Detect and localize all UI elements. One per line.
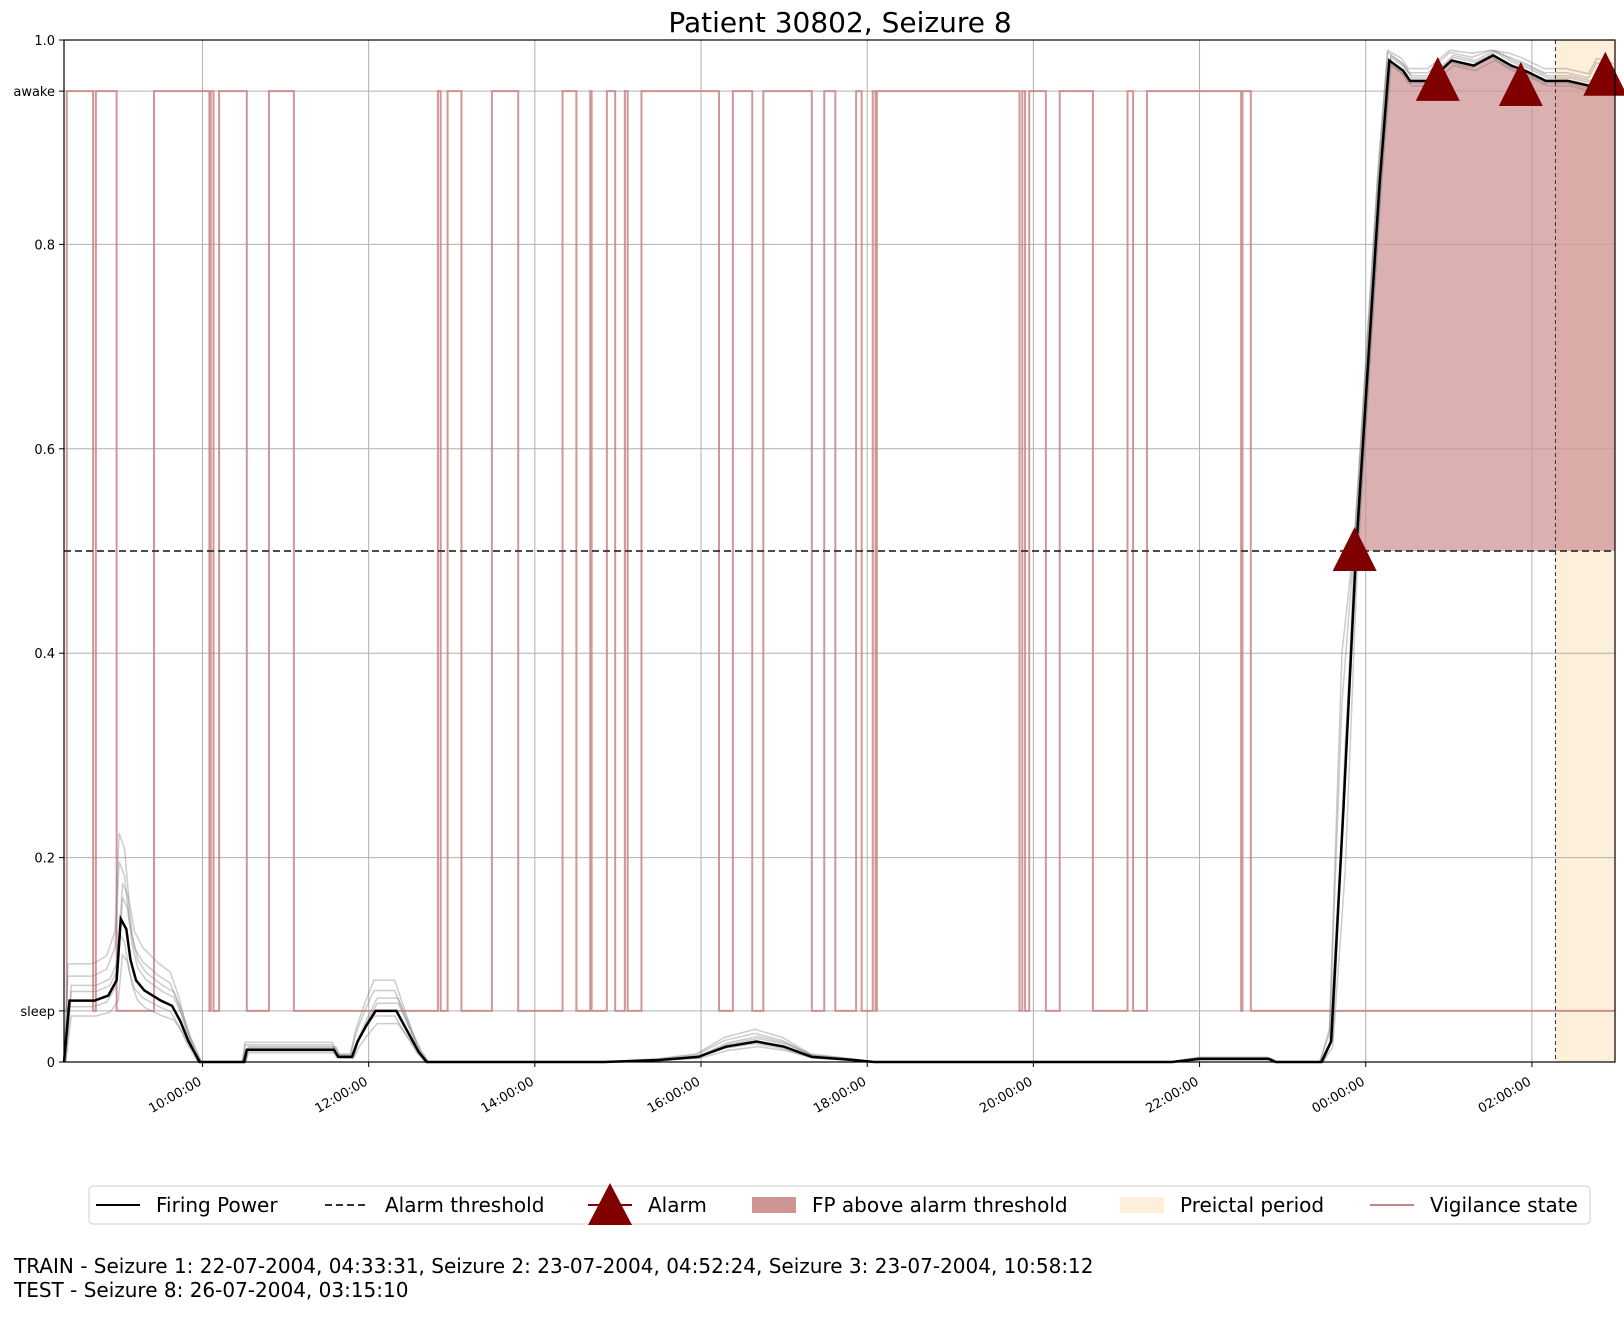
alarm-marker (1583, 51, 1624, 96)
firing-power-chart: Patient 30802, Seizure 8 0 sleep 0.2 0.4 0.6… (13, 6, 1624, 1225)
chart-title: Patient 30802, Seizure 8 (668, 6, 1011, 39)
alarm-marker (1498, 61, 1543, 106)
x-axis-ticks: 10:00:00 12:00:00 14:00:00 16:00:00 18:00:00… (146, 1062, 1534, 1117)
vigilance-state-series (64, 90, 1615, 1012)
legend-fp-above-threshold-label: FP above alarm threshold (812, 1193, 1068, 1217)
legend-alarm-label: Alarm (648, 1193, 707, 1217)
legend-alarm-threshold-label: Alarm threshold (385, 1193, 544, 1217)
test-seizure-text: TEST - Seizure 8: 26-07-2004, 03:15:10 (14, 1278, 409, 1302)
y-tick-label: 1.0 (34, 34, 55, 49)
plot-border (63, 39, 1616, 1063)
y-tick-label: awake (13, 85, 55, 100)
legend-swatch (1120, 1197, 1164, 1213)
fp-above-threshold-fill (1356, 55, 1615, 551)
legend-vigilance-state-label: Vigilance state (1430, 1193, 1578, 1217)
train-seizures-text: TRAIN - Seizure 1: 22-07-2004, 04:33:31,… (14, 1254, 1094, 1278)
x-tick-label: 20:00:00 (977, 1074, 1035, 1116)
y-tick-label: 0.8 (34, 238, 55, 253)
seizure-info-footer: TRAIN - Seizure 1: 22-07-2004, 04:33:31,… (14, 1254, 1094, 1302)
legend-box (88, 1185, 1591, 1225)
x-tick-label: 18:00:00 (811, 1074, 869, 1116)
legend-firing-power-label: Firing Power (156, 1193, 278, 1217)
legend: Firing Power Alarm threshold Alarm FP above… (88, 1183, 1591, 1225)
alarm-marker (1415, 56, 1460, 101)
x-tick-label: 10:00:00 (146, 1074, 204, 1116)
x-tick-label: 14:00:00 (479, 1074, 537, 1116)
y-tick-label: 0 (47, 1056, 55, 1071)
legend-swatch (588, 1183, 632, 1225)
y-axis-ticks: 0 sleep 0.2 0.4 0.6 0.8 awake 1.0 (13, 34, 64, 1071)
y-tick-label: 0.4 (34, 647, 55, 662)
x-tick-label: 16:00:00 (645, 1074, 703, 1116)
x-tick-label: 00:00:00 (1310, 1074, 1368, 1116)
plot-frame (63, 39, 1616, 1063)
alarm-marker (1332, 527, 1377, 571)
x-tick-label: 02:00:00 (1476, 1074, 1534, 1116)
x-tick-label: 12:00:00 (313, 1074, 371, 1116)
y-tick-label: 0.6 (34, 443, 55, 458)
vigilance-state-line (64, 90, 1615, 1012)
fp-above-threshold-area (1356, 55, 1615, 551)
x-tick-label: 22:00:00 (1143, 1074, 1201, 1116)
legend-preictal-period-label: Preictal period (1180, 1193, 1324, 1217)
alarm-markers (1332, 51, 1624, 571)
y-tick-label: sleep (20, 1005, 55, 1020)
legend-swatch (752, 1197, 796, 1213)
y-tick-label: 0.2 (34, 852, 55, 867)
